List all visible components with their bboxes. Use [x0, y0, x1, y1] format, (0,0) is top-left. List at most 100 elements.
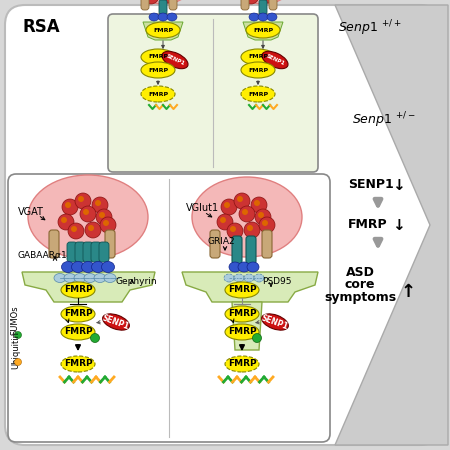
- Ellipse shape: [227, 223, 243, 239]
- Text: FMRP: FMRP: [228, 360, 256, 369]
- Ellipse shape: [160, 0, 176, 3]
- Ellipse shape: [259, 217, 275, 233]
- Ellipse shape: [225, 356, 259, 372]
- Text: SENP1: SENP1: [348, 179, 394, 192]
- Ellipse shape: [83, 209, 89, 215]
- Ellipse shape: [54, 274, 66, 283]
- Ellipse shape: [234, 274, 244, 282]
- Ellipse shape: [238, 262, 250, 272]
- Ellipse shape: [92, 197, 108, 213]
- Ellipse shape: [260, 0, 276, 3]
- Ellipse shape: [96, 209, 112, 225]
- Ellipse shape: [254, 200, 260, 206]
- Ellipse shape: [102, 261, 114, 273]
- Ellipse shape: [244, 274, 254, 282]
- Polygon shape: [22, 272, 155, 302]
- Text: GABAARα1: GABAARα1: [17, 252, 67, 261]
- Ellipse shape: [258, 212, 264, 218]
- Text: SENP1: SENP1: [265, 54, 285, 67]
- Ellipse shape: [261, 314, 288, 330]
- Text: FMRP: FMRP: [248, 54, 268, 59]
- Ellipse shape: [100, 217, 116, 233]
- FancyBboxPatch shape: [108, 14, 318, 172]
- FancyBboxPatch shape: [99, 242, 109, 262]
- FancyBboxPatch shape: [105, 230, 115, 258]
- FancyBboxPatch shape: [8, 174, 330, 442]
- Ellipse shape: [217, 214, 233, 230]
- FancyBboxPatch shape: [169, 0, 177, 10]
- Ellipse shape: [162, 51, 188, 69]
- Text: ↓: ↓: [392, 177, 405, 193]
- Ellipse shape: [72, 261, 85, 273]
- Polygon shape: [143, 22, 183, 40]
- Ellipse shape: [221, 199, 237, 215]
- Ellipse shape: [95, 200, 101, 206]
- Ellipse shape: [103, 220, 109, 226]
- Ellipse shape: [28, 175, 148, 259]
- Circle shape: [252, 333, 261, 342]
- Text: FMRP: FMRP: [64, 360, 92, 369]
- Text: FMRP: FMRP: [64, 285, 92, 294]
- FancyBboxPatch shape: [269, 0, 277, 10]
- Ellipse shape: [247, 225, 253, 231]
- Polygon shape: [243, 22, 283, 40]
- Text: VGAT: VGAT: [18, 207, 44, 217]
- FancyBboxPatch shape: [49, 230, 59, 258]
- Ellipse shape: [224, 274, 234, 282]
- Ellipse shape: [68, 223, 84, 239]
- Ellipse shape: [103, 314, 129, 330]
- Text: FMRP: FMRP: [228, 285, 256, 294]
- Ellipse shape: [71, 226, 77, 232]
- Ellipse shape: [75, 193, 91, 209]
- Ellipse shape: [167, 13, 177, 21]
- Ellipse shape: [224, 202, 230, 208]
- Ellipse shape: [258, 13, 268, 21]
- Ellipse shape: [62, 199, 78, 215]
- Ellipse shape: [241, 62, 275, 78]
- Ellipse shape: [141, 49, 175, 65]
- Text: Gephyrin: Gephyrin: [115, 278, 157, 287]
- Ellipse shape: [143, 0, 159, 4]
- Text: ↓: ↓: [392, 217, 405, 233]
- Ellipse shape: [74, 274, 86, 283]
- Text: SENP1: SENP1: [101, 313, 131, 331]
- Polygon shape: [335, 5, 448, 445]
- Text: SENP1: SENP1: [260, 313, 290, 331]
- Ellipse shape: [80, 206, 96, 222]
- Ellipse shape: [230, 226, 236, 232]
- FancyBboxPatch shape: [91, 242, 101, 262]
- Text: RSA: RSA: [22, 18, 59, 36]
- Ellipse shape: [61, 217, 67, 223]
- Text: FMRP: FMRP: [228, 310, 256, 319]
- FancyBboxPatch shape: [259, 0, 267, 14]
- Ellipse shape: [255, 209, 271, 225]
- FancyBboxPatch shape: [241, 0, 249, 10]
- Ellipse shape: [104, 274, 116, 283]
- Ellipse shape: [246, 22, 280, 38]
- Text: FMRP: FMRP: [228, 328, 256, 337]
- FancyBboxPatch shape: [232, 236, 242, 264]
- Circle shape: [90, 333, 99, 342]
- Ellipse shape: [61, 356, 95, 372]
- Text: FMRP: FMRP: [248, 91, 268, 96]
- Ellipse shape: [141, 62, 175, 78]
- Text: FMRP: FMRP: [148, 54, 168, 59]
- Ellipse shape: [146, 22, 180, 38]
- Ellipse shape: [262, 220, 268, 226]
- Ellipse shape: [64, 274, 76, 283]
- Text: FMRP: FMRP: [148, 91, 168, 96]
- Ellipse shape: [61, 306, 95, 322]
- Ellipse shape: [225, 324, 259, 340]
- FancyBboxPatch shape: [67, 242, 77, 262]
- FancyBboxPatch shape: [141, 0, 149, 10]
- Ellipse shape: [88, 225, 94, 231]
- Ellipse shape: [225, 306, 259, 322]
- Ellipse shape: [237, 196, 243, 202]
- Ellipse shape: [61, 324, 95, 340]
- Ellipse shape: [85, 222, 101, 238]
- Text: FMRP: FMRP: [153, 27, 173, 32]
- Text: symptoms: symptoms: [324, 292, 396, 305]
- Ellipse shape: [81, 261, 94, 273]
- Text: FMRP: FMRP: [248, 68, 268, 72]
- Text: FMRP: FMRP: [253, 27, 273, 32]
